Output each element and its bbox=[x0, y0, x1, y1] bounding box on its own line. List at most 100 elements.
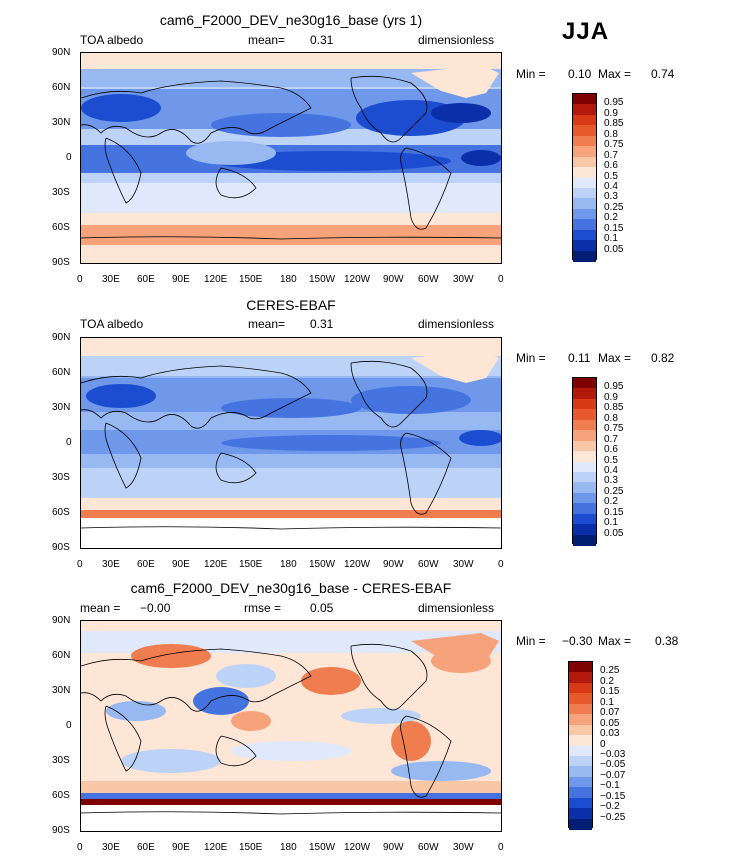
panel-1-mean-value: 0.31 bbox=[310, 33, 334, 47]
p3-lat-60n: 60N bbox=[52, 650, 71, 661]
colorbar-cell bbox=[573, 135, 596, 147]
colorbar-tick-label: 0.03 bbox=[600, 728, 620, 740]
colorbar-tick-label: 0.85 bbox=[604, 118, 624, 130]
p1-lon-0-end: 0 bbox=[498, 274, 504, 285]
colorbar-tick-label: −0.1 bbox=[600, 780, 620, 792]
p2-lon-150e: 150E bbox=[239, 559, 263, 570]
p3-lon-90w: 90W bbox=[383, 842, 404, 853]
colorbar-tick-label: −0.2 bbox=[600, 801, 620, 813]
colorbar-tick-label: 0.5 bbox=[604, 170, 618, 182]
colorbar-tick-label: 0.25 bbox=[600, 665, 620, 677]
colorbar-cell bbox=[569, 745, 592, 757]
p2-lon-0-end: 0 bbox=[498, 559, 504, 570]
colorbar-tick-label: 0.8 bbox=[604, 128, 618, 140]
panel-2-variable: TOA albedo bbox=[80, 317, 144, 331]
colorbar-cell bbox=[569, 797, 592, 809]
colorbar-tick-label: 0.95 bbox=[604, 381, 624, 393]
colorbar-cell bbox=[569, 735, 592, 746]
colorbar-cell bbox=[573, 524, 596, 536]
colorbar-cell bbox=[569, 818, 592, 830]
p1-lat-30n: 30N bbox=[52, 117, 71, 128]
p1-lon-30e: 30E bbox=[102, 274, 120, 285]
p3-lon-120e: 120E bbox=[204, 842, 228, 853]
colorbar-tick-label: 0.1 bbox=[604, 517, 618, 529]
colorbar-tick-label: 0.2 bbox=[600, 675, 614, 687]
panel-1-units: dimensionless bbox=[418, 33, 495, 47]
colorbar-tick-label: 0.95 bbox=[604, 97, 624, 109]
season-label: JJA bbox=[562, 18, 610, 45]
colorbar-tick-label: 0.1 bbox=[600, 696, 614, 708]
colorbar-cell bbox=[573, 94, 596, 105]
colorbar-cell bbox=[573, 125, 596, 137]
colorbar-tick-label: 0.7 bbox=[604, 433, 618, 445]
p1-lon-60w: 60W bbox=[418, 274, 439, 285]
panel-1-mean-label: mean= bbox=[248, 33, 286, 47]
p1-lat-90s: 90S bbox=[52, 257, 70, 268]
colorbar-tick-label: 0.3 bbox=[604, 191, 618, 203]
panel-3-mean-label: mean = bbox=[80, 601, 121, 615]
colorbar-cell bbox=[569, 724, 592, 736]
colorbar-tick-label: 0.9 bbox=[604, 107, 618, 119]
p2-lon-30e: 30E bbox=[102, 559, 120, 570]
colorbar-cell bbox=[573, 409, 596, 421]
colorbar-tick-label: 0.05 bbox=[604, 243, 624, 255]
panel-3-map bbox=[80, 620, 502, 832]
p1-lon-120w: 120W bbox=[344, 274, 371, 285]
p2-lon-60e: 60E bbox=[137, 559, 155, 570]
colorbar-cell bbox=[569, 755, 592, 767]
colorbar-tick-label: −0.05 bbox=[600, 759, 626, 771]
panel-3-mean-value: −0.00 bbox=[140, 601, 171, 615]
colorbar-tick-label: 0.4 bbox=[604, 464, 618, 476]
colorbar-tick-label: −0.25 bbox=[600, 811, 626, 823]
colorbar-tick-label: −0.15 bbox=[600, 790, 626, 802]
p1-lat-0: 0 bbox=[66, 152, 72, 163]
p3-lon-120w: 120W bbox=[344, 842, 371, 853]
colorbar-cell bbox=[573, 167, 596, 178]
p3-lon-60w: 60W bbox=[418, 842, 439, 853]
colorbar-tick-label: 0.6 bbox=[604, 160, 618, 172]
p1-lat-60n: 60N bbox=[52, 82, 71, 93]
colorbar-tick-label: 0.5 bbox=[604, 454, 618, 466]
colorbar-cell bbox=[573, 398, 596, 410]
colorbar-tick-label: 0.25 bbox=[604, 201, 624, 213]
colorbar-cell bbox=[569, 682, 592, 694]
colorbar-cell bbox=[573, 146, 596, 158]
p2-lat-30s: 30S bbox=[52, 472, 70, 483]
colorbar-cell bbox=[569, 714, 592, 726]
panel-3-min-value: −0.30 bbox=[562, 634, 593, 648]
p3-lon-0-end: 0 bbox=[498, 842, 504, 853]
p2-lon-150w: 150W bbox=[309, 559, 336, 570]
panel-3-rmse-value: 0.05 bbox=[310, 601, 334, 615]
p3-lon-90e: 90E bbox=[172, 842, 190, 853]
panel-3-colorbar bbox=[568, 661, 593, 830]
colorbar-tick-label: 0.75 bbox=[604, 423, 624, 435]
colorbar-tick-label: 0.15 bbox=[600, 686, 620, 698]
p2-lon-0: 0 bbox=[77, 559, 83, 570]
colorbar-cell bbox=[573, 492, 596, 504]
colorbar-tick-label: 0.2 bbox=[604, 212, 618, 224]
p3-lon-60e: 60E bbox=[137, 842, 155, 853]
panel-2-max-value: 0.82 bbox=[651, 351, 675, 365]
panel-2-title: CERES-EBAF bbox=[246, 297, 336, 313]
p3-lat-30n: 30N bbox=[52, 685, 71, 696]
colorbar-tick-label: 0 bbox=[600, 738, 606, 750]
colorbar-cell bbox=[569, 787, 592, 799]
p3-lat-60s: 60S bbox=[52, 790, 70, 801]
p2-lat-30n: 30N bbox=[52, 402, 71, 413]
colorbar-tick-label: 0.07 bbox=[600, 707, 620, 719]
p3-lat-0: 0 bbox=[66, 720, 72, 731]
panel-2-colorbar bbox=[572, 377, 597, 546]
colorbar-cell bbox=[573, 250, 596, 262]
p1-lat-60s: 60S bbox=[52, 222, 70, 233]
panel-1-min-value: 0.10 bbox=[568, 67, 592, 81]
p1-lon-150w: 150W bbox=[309, 274, 336, 285]
colorbar-cell bbox=[569, 808, 592, 820]
panel-2-mean-value: 0.31 bbox=[310, 317, 334, 331]
p2-lat-90n: 90N bbox=[52, 332, 71, 343]
colorbar-tick-label: −0.03 bbox=[600, 748, 626, 760]
colorbar-tick-label: 0.2 bbox=[604, 496, 618, 508]
p2-lat-90s: 90S bbox=[52, 542, 70, 553]
p2-lat-60n: 60N bbox=[52, 367, 71, 378]
panel-2-min-label: Min = bbox=[516, 351, 546, 365]
colorbar-cell bbox=[573, 198, 596, 210]
